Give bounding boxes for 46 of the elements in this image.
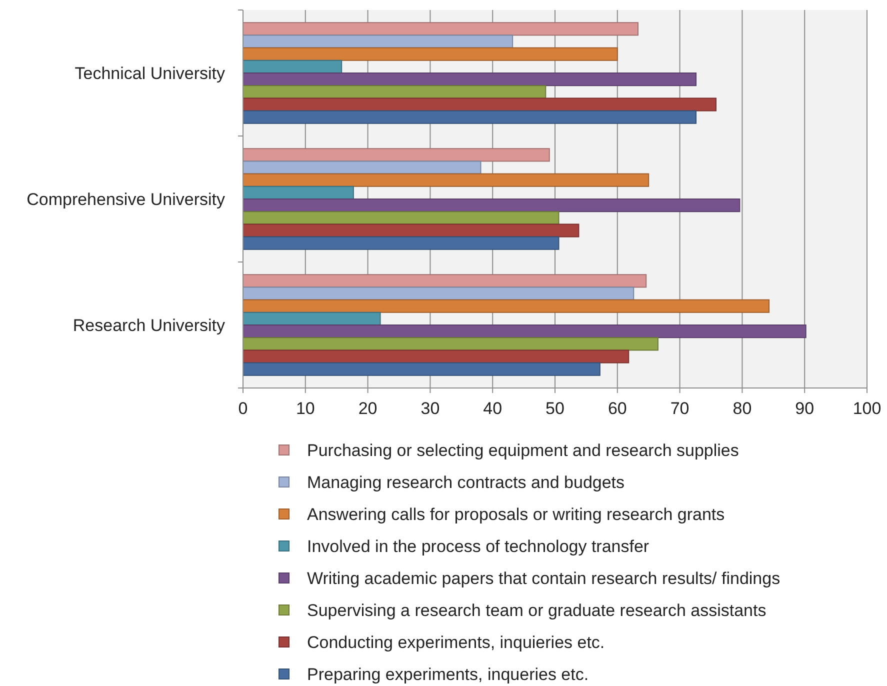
bar xyxy=(242,337,658,351)
legend-label: Preparing experiments, inqueries etc. xyxy=(307,665,589,684)
bar xyxy=(242,47,618,61)
legend-label: Conducting experiments, inquieries etc. xyxy=(307,633,605,652)
bar xyxy=(242,312,381,326)
x-tick-label: 10 xyxy=(296,399,315,418)
legend-label: Purchasing or selecting equipment and research supplies xyxy=(307,441,739,460)
y-tick-label: Research University xyxy=(72,316,226,335)
bar xyxy=(242,34,514,48)
legend-label: Supervising a research team or graduate research assistants xyxy=(307,601,766,620)
bar xyxy=(242,350,630,364)
x-tick-label: 40 xyxy=(483,399,502,418)
bar xyxy=(242,224,580,238)
x-tick-label: 80 xyxy=(732,399,752,418)
x-tick-label: 90 xyxy=(795,399,814,418)
bar xyxy=(242,22,638,36)
bar xyxy=(242,110,697,124)
x-tick-label: 30 xyxy=(420,399,440,418)
bar xyxy=(242,160,482,174)
y-tick-label: Technical University xyxy=(74,64,226,83)
legend-label: Writing academic papers that contain research results/ findings xyxy=(307,569,780,588)
bar xyxy=(242,98,716,112)
bar xyxy=(242,60,342,74)
legend-label: Answering calls for proposals or writing research grants xyxy=(307,505,725,524)
bar xyxy=(242,324,806,338)
bar xyxy=(242,173,650,187)
x-tick-label: 60 xyxy=(608,399,627,418)
bar xyxy=(242,72,697,86)
bar xyxy=(242,286,634,300)
bar xyxy=(242,274,647,288)
bar xyxy=(242,299,770,313)
x-tick-label: 70 xyxy=(670,399,690,418)
bar xyxy=(242,198,740,212)
bar xyxy=(242,85,546,99)
bar xyxy=(242,236,560,250)
x-tick-label: 20 xyxy=(358,399,378,418)
bar xyxy=(242,211,560,225)
bar xyxy=(242,148,550,162)
legend-label: Managing research contracts and budgets xyxy=(307,473,625,492)
legend-label: Involved in the process of technology transfer xyxy=(307,537,650,556)
x-tick-label: 0 xyxy=(238,399,248,418)
bar xyxy=(242,186,354,200)
x-tick-label: 50 xyxy=(546,399,564,418)
x-tick-label: 100 xyxy=(852,399,882,418)
y-tick-label: Comprehensive University xyxy=(26,190,226,209)
bar xyxy=(242,362,600,376)
